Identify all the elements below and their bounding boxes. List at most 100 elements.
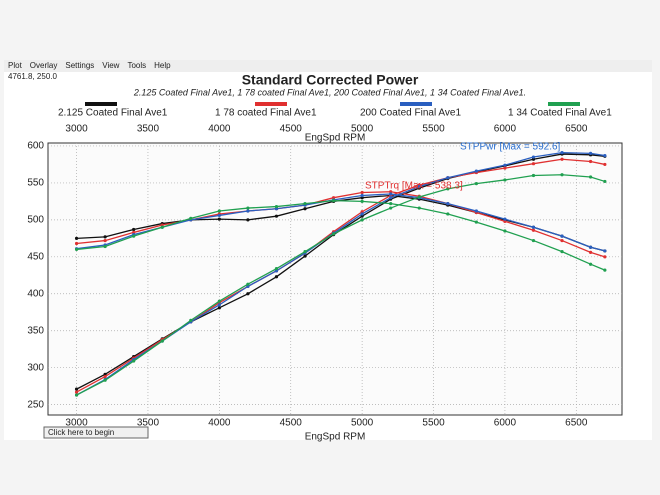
legend-swatch <box>400 102 432 106</box>
x-tick-label: 4000 <box>208 418 231 429</box>
x-tick-label-top: 4500 <box>280 124 303 135</box>
power-point <box>603 153 607 158</box>
chart-title: Standard Corrected Power <box>242 72 419 88</box>
legend-swatch <box>85 102 117 106</box>
begin-button[interactable] <box>43 426 149 439</box>
x-tick-label-top: 3000 <box>65 124 88 135</box>
power-point <box>474 169 478 173</box>
torque-point <box>132 230 136 235</box>
torque-point <box>132 227 136 232</box>
torque-point <box>331 196 336 200</box>
torque-point <box>303 207 307 211</box>
torque-point <box>560 238 564 243</box>
power-point <box>603 179 607 184</box>
menu-item[interactable]: Overlay <box>30 61 58 70</box>
torque-point <box>274 204 279 209</box>
annotation: STPTrq [Max = 538.3] <box>365 181 463 192</box>
power-point <box>588 151 593 155</box>
power-point <box>560 173 564 177</box>
torque-point <box>217 217 221 221</box>
chart-subtitle: 2.125 Coated Final Ave1, 1 78 coated Fin… <box>133 87 526 97</box>
power-point <box>531 162 536 166</box>
power-point <box>103 378 107 382</box>
legend-label: 200 Coated Final Ave1 <box>360 108 461 119</box>
torque-point <box>603 268 607 272</box>
x-tick-label-top: 4000 <box>208 124 231 135</box>
torque-point <box>474 209 478 213</box>
torque-point <box>503 217 507 221</box>
menu-item[interactable]: View <box>102 61 119 70</box>
power-point <box>503 166 507 170</box>
power-point <box>189 318 193 322</box>
torque-point <box>217 209 221 213</box>
annotation: STPPwr [Max = 592.6] <box>460 142 561 153</box>
torque-point <box>74 247 79 252</box>
torque-point <box>560 250 564 254</box>
torque-point <box>217 213 221 218</box>
y-tick-label: 400 <box>27 288 44 299</box>
power-point <box>246 282 250 286</box>
x-axis-label-top: EngSpd RPM <box>305 133 366 144</box>
menu-bar <box>4 60 652 72</box>
torque-point <box>503 219 507 223</box>
torque-point <box>274 207 279 211</box>
y-tick-label: 600 <box>27 141 44 152</box>
menu-item[interactable]: Tools <box>127 61 146 70</box>
power-point <box>74 387 79 391</box>
menu-item[interactable]: Help <box>154 61 171 70</box>
power-point <box>389 196 393 200</box>
power-point <box>217 306 221 310</box>
power-point <box>274 267 279 271</box>
torque-point <box>389 202 393 206</box>
power-point <box>160 339 164 343</box>
menu-item[interactable]: Plot <box>8 61 23 70</box>
power-point <box>560 157 564 161</box>
power-point <box>274 269 279 273</box>
legend-swatch <box>548 102 580 106</box>
x-tick-label: 3500 <box>137 418 160 429</box>
legend-label: 1 34 Coated Final Ave1 <box>508 108 612 119</box>
x-tick-label: 5000 <box>351 418 374 429</box>
power-point <box>217 299 221 303</box>
power-point <box>588 175 593 179</box>
power-point <box>588 159 593 164</box>
torque-point <box>74 241 79 246</box>
torque-point <box>103 235 107 239</box>
torque-point <box>246 209 250 213</box>
torque-point <box>474 220 478 224</box>
power-point <box>303 250 307 254</box>
power-point <box>603 162 607 167</box>
y-tick-label: 350 <box>27 325 44 336</box>
torque-point <box>246 206 250 210</box>
power-point <box>474 182 478 186</box>
plot-area <box>47 142 623 416</box>
power-point <box>274 275 279 279</box>
x-tick-label: 5500 <box>422 418 445 429</box>
torque-point <box>160 225 164 229</box>
torque-point <box>360 193 364 198</box>
begin-button-label[interactable]: Click here to begin <box>48 428 114 437</box>
x-tick-label: 4500 <box>280 418 303 429</box>
torque-point <box>503 229 507 233</box>
menu-item[interactable]: Settings <box>65 61 94 70</box>
torque-point <box>189 216 193 220</box>
torque-point <box>303 202 307 206</box>
torque-point <box>588 262 593 266</box>
torque-point <box>246 218 250 222</box>
torque-point <box>360 199 364 203</box>
power-point <box>360 218 364 222</box>
power-point <box>531 155 536 159</box>
torque-point <box>389 192 393 196</box>
legend-label: 1 78 coated Final Ave1 <box>215 108 317 119</box>
legend-label: 2.125 Coated Final Ave1 <box>58 108 168 119</box>
power-line <box>76 158 605 393</box>
x-axis-label: EngSpd RPM <box>305 432 366 443</box>
power-point <box>331 232 336 236</box>
power-point <box>246 292 250 296</box>
x-tick-label: 6500 <box>565 418 588 429</box>
x-tick-label: 6000 <box>494 418 517 429</box>
status-text: 4761.8, 250.0 <box>8 72 57 81</box>
power-point <box>217 303 221 307</box>
torque-line <box>76 191 606 258</box>
x-tick-label-top: 5000 <box>351 124 374 135</box>
